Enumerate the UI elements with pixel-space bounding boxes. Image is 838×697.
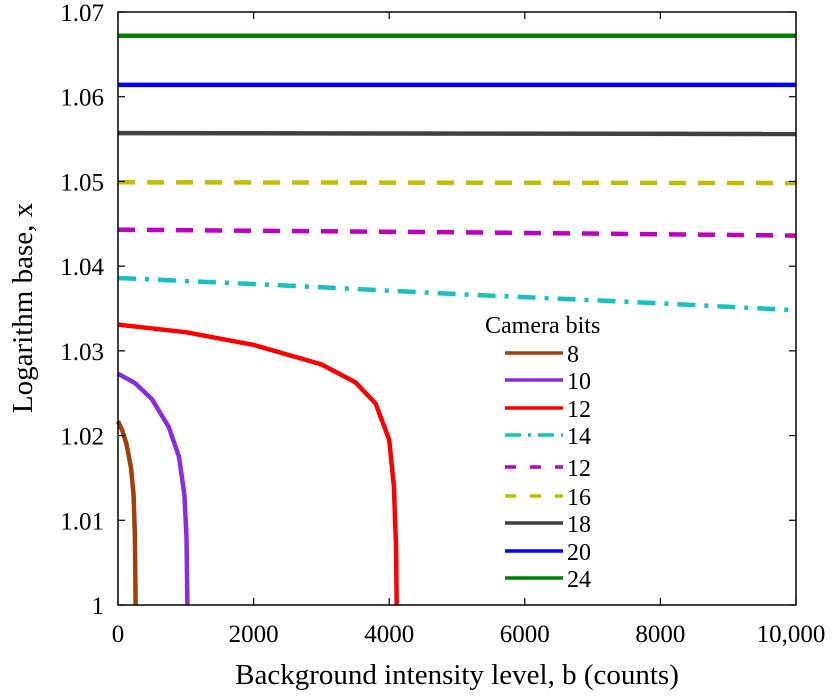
series-line-18-bits [117,130,797,137]
x-tick-label: 4000 [364,621,414,648]
legend-label: 8 [567,342,579,368]
legend-label: 12 [567,397,591,423]
x-tick-label: 0 [112,621,125,648]
x-axis-label: Background intensity level, b (counts) [235,659,679,691]
legend-label: 20 [567,540,591,566]
x-tick-label: 2000 [229,621,279,648]
y-tick-label: 1.03 [60,339,104,366]
legend-label: 14 [567,424,591,450]
y-tick-label: 1.01 [60,508,104,535]
y-tick-label: 1.07 [60,0,104,27]
series-line-10-bits [116,371,190,606]
series-line-8-bits [115,420,138,606]
y-tick-label: 1.02 [60,424,104,451]
series-layer [115,33,797,606]
plot-frame [117,11,797,606]
legend-label: 10 [567,369,591,395]
y-tick-label: 1.04 [60,254,104,281]
y-tick-label: 1.05 [60,169,104,196]
series-line-12-bits [117,322,399,606]
legend-title: Camera bits [485,313,600,339]
series-line-16-bits [117,180,797,186]
series-line-12-bits [117,227,797,238]
y-tick-label: 1.06 [60,85,104,112]
legend-label: 18 [567,512,591,538]
ticks-layer: 0 2000 4000 6000 8000 10,000 1 1.01 1.02 1.03 1.04… [60,0,825,648]
y-tick-label: 1 [92,593,105,620]
x-tick-label: 6000 [500,621,550,648]
x-tick-label: 8000 [635,621,685,648]
legend-label: 16 [567,485,591,511]
legend-label: 24 [567,567,591,593]
y-axis-label: Logarithm base, x [7,202,39,413]
series-line-14-bits [117,275,797,313]
legend-label: 12 [567,456,591,482]
x-tick-label: 10,000 [757,621,826,648]
